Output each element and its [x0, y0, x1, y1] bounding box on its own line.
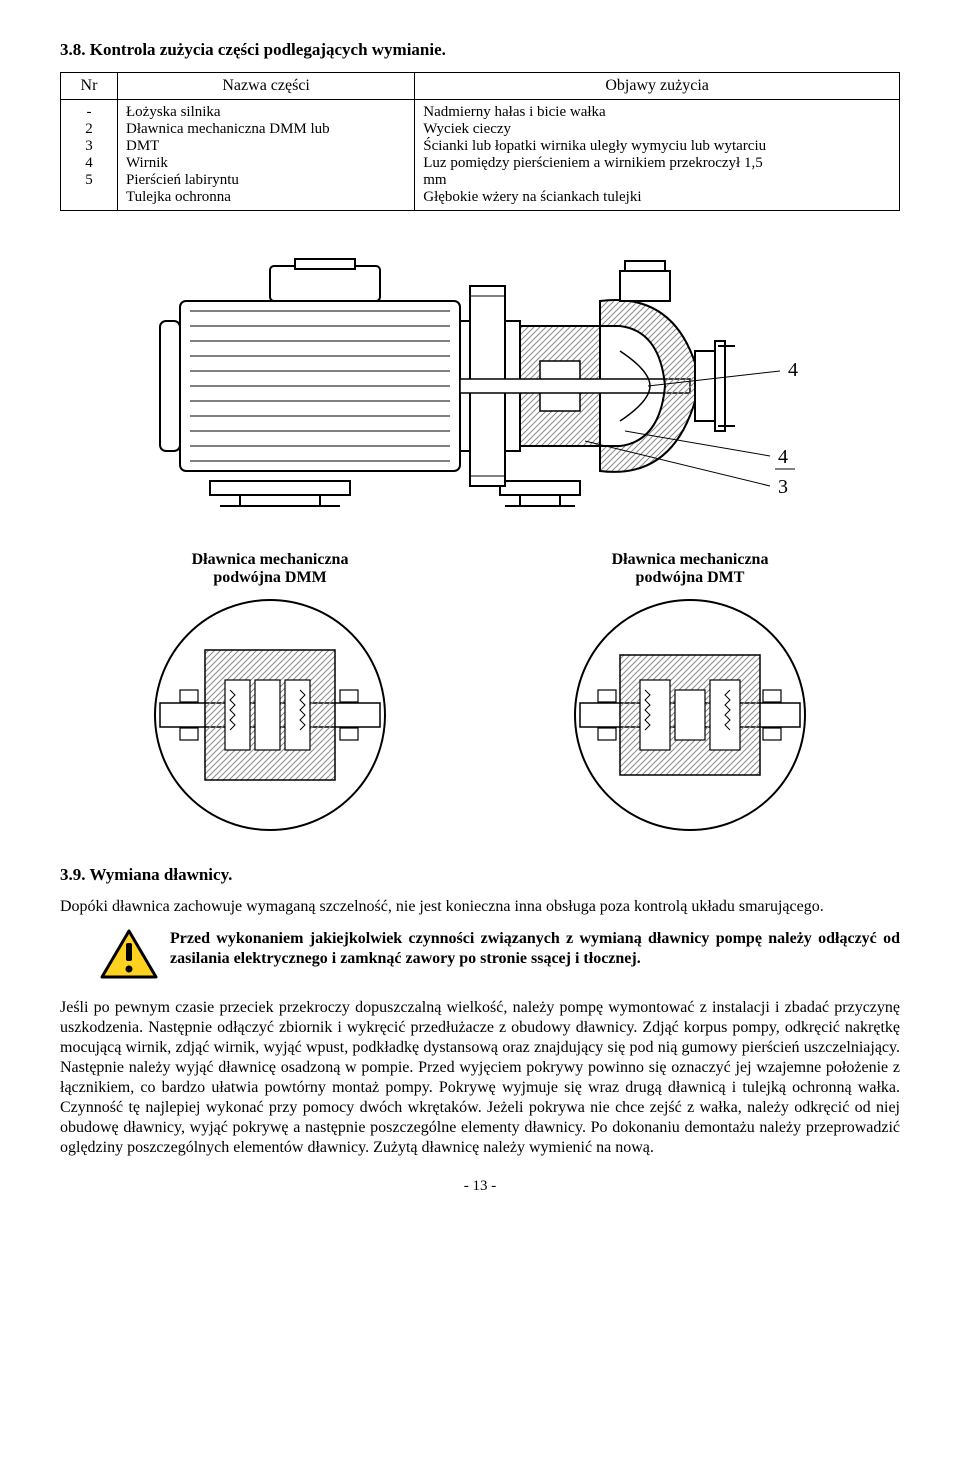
symptom-line: Luz pomiędzy pierścieniem a wirnikiem pr…	[423, 155, 891, 172]
table-row: - 2 3 4 5 Łożyska silnika Dławnica mecha…	[61, 100, 900, 211]
seal-dmt-title: Dławnica mechaniczna podwójna DMT	[501, 551, 879, 587]
seal-dmt-line2: podwójna DMT	[636, 569, 745, 586]
cell-name: Łożyska silnika Dławnica mechaniczna DMM…	[118, 100, 415, 211]
symptom-line: Nadmierny hałas i bicie wałka	[423, 104, 891, 121]
seal-dmm-line1: Dławnica mechaniczna	[192, 551, 349, 568]
warning-icon	[100, 929, 160, 986]
th-name: Nazwa części	[118, 73, 415, 100]
symptom-line: Wyciek cieczy	[423, 121, 891, 138]
nr-line: 5	[69, 172, 109, 189]
seal-dmm-diagram	[150, 595, 390, 835]
section-3-9-title: 3.9. Wymiana dławnicy.	[60, 865, 900, 885]
name-line: Pierścień labiryntu	[126, 172, 406, 189]
callout-3: 3	[778, 476, 788, 498]
callout-4b: 4	[778, 446, 788, 468]
warning-block: Przed wykonaniem jakiejkolwiek czynności…	[100, 929, 900, 986]
name-line: DMT	[126, 138, 406, 155]
nr-line: 3	[69, 138, 109, 155]
seal-dmt-diagram	[570, 595, 810, 835]
nr-line: 4	[69, 155, 109, 172]
th-symptoms: Objawy zużycia	[415, 73, 900, 100]
symptom-line: Ścianki lub łopatki wirnika uległy wymyc…	[423, 138, 891, 155]
parts-table: Nr Nazwa części Objawy zużycia - 2 3 4 5…	[60, 72, 900, 211]
warning-text: Przed wykonaniem jakiejkolwiek czynności…	[170, 929, 900, 969]
symptom-line: Głębokie wżery na ściankach tulejki	[423, 189, 891, 206]
seal-dmm-column: Dławnica mechaniczna podwójna DMM	[81, 551, 459, 835]
seal-dmt-column: Dławnica mechaniczna podwójna DMT	[501, 551, 879, 835]
section-3-9-para1: Dopóki dławnica zachowuje wymaganą szcze…	[60, 897, 900, 917]
seal-dmm-line2: podwójna DMM	[213, 569, 326, 586]
nr-line: -	[69, 104, 109, 121]
name-line: Wirnik	[126, 155, 406, 172]
symptom-line: mm	[423, 172, 891, 189]
name-line: Dławnica mechaniczna DMM lub	[126, 121, 406, 138]
name-line: Tulejka ochronna	[126, 189, 406, 206]
seal-dmt-line1: Dławnica mechaniczna	[612, 551, 769, 568]
section-3-8-title: 3.8. Kontrola zużycia części podlegający…	[60, 40, 900, 60]
seal-diagrams-row: Dławnica mechaniczna podwójna DMM Dławni…	[60, 551, 900, 835]
nr-line: 2	[69, 121, 109, 138]
seal-dmm-title: Dławnica mechaniczna podwójna DMM	[81, 551, 459, 587]
cell-symptoms: Nadmierny hałas i bicie wałka Wyciek cie…	[415, 100, 900, 211]
section-3-9-para2: Jeśli po pewnym czasie przeciek przekroc…	[60, 998, 900, 1158]
name-line: Łożyska silnika	[126, 104, 406, 121]
th-nr: Nr	[61, 73, 118, 100]
cell-nr: - 2 3 4 5	[61, 100, 118, 211]
pump-cross-section-diagram: 4 4 3	[120, 231, 840, 531]
page-number: - 13 -	[60, 1178, 900, 1195]
callout-4a: 4	[788, 359, 798, 381]
